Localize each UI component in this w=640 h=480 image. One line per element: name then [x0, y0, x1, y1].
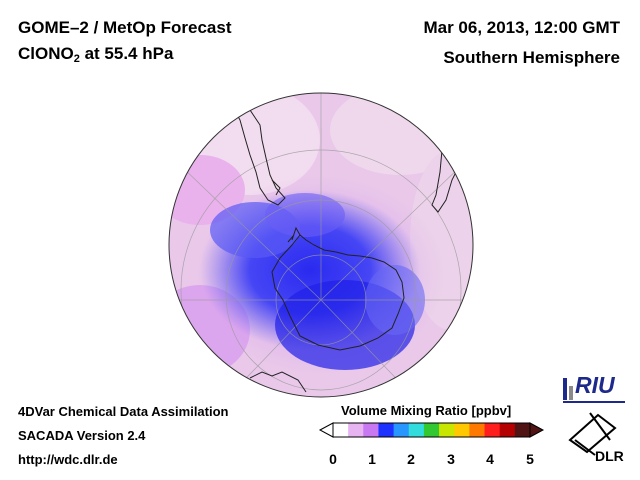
colorbar-segment [363, 423, 380, 437]
south-america-outline [231, 97, 286, 206]
riu-logo: RIU [575, 372, 615, 398]
falklands-outline [271, 179, 281, 196]
antarctic-peninsula [287, 226, 301, 243]
dlr-logo: DLR [595, 448, 624, 464]
colorbar-segment [408, 423, 425, 437]
graticule [170, 93, 472, 397]
colorbar-segments [333, 423, 531, 437]
colorbar-tick: 0 [329, 451, 337, 467]
colorbar-segment [484, 423, 501, 437]
forecast-date: Mar 06, 2013, 12:00 GMT [423, 18, 620, 37]
footer-method: 4DVar Chemical Data Assimilation [18, 404, 229, 419]
globe-outline [168, 92, 474, 398]
colorbar-tick: 5 [526, 451, 534, 467]
colorbar-segment [348, 423, 364, 437]
colorbar-segment [393, 423, 410, 437]
colorbar-segment [439, 423, 455, 437]
colorbar-tick: 3 [447, 451, 455, 467]
colorbar-segment [423, 423, 440, 437]
pressure-level: at 55.4 hPa [79, 44, 174, 63]
title-line-1: GOME–2 / MetOp Forecast [18, 18, 232, 37]
australia-outline [249, 371, 307, 393]
colorbar-tick: 2 [407, 451, 415, 467]
colorbar-tick: 1 [368, 451, 376, 467]
title-line-2: ClONO2 at 55.4 hPa [18, 44, 173, 65]
footer-url[interactable]: http://wdc.dlr.de [18, 452, 118, 467]
colorbar-under-arrow [318, 422, 334, 438]
colorbar-segment [333, 423, 349, 437]
antarctica-outline [271, 234, 405, 351]
dlr-logo-mark [568, 412, 617, 456]
colorbar [318, 422, 545, 438]
region-label: Southern Hemisphere [443, 48, 620, 67]
colorbar-segment [469, 423, 486, 437]
colorbar-tick: 4 [486, 451, 494, 467]
colorbar-segment [378, 423, 395, 437]
footer-version: SACADA Version 2.4 [18, 428, 146, 443]
colorbar-segment [514, 423, 531, 437]
species-name: ClONO [18, 44, 74, 63]
colorbar-frame [332, 422, 531, 438]
colorbar-title: Volume Mixing Ratio [ppbv] [341, 403, 512, 418]
colorbar-over-arrow [529, 422, 545, 438]
globe [169, 93, 473, 397]
species-subscript: 2 [73, 53, 80, 65]
colorbar-segment [499, 423, 516, 437]
riu-logo-mark [563, 378, 625, 403]
colorbar-segment [454, 423, 470, 437]
